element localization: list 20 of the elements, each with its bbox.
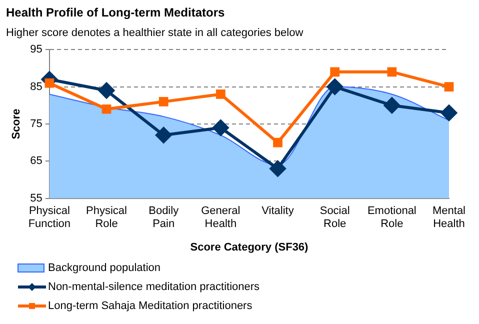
legend-label: Background population [48, 262, 161, 274]
y-axis-title: Score [10, 108, 23, 140]
chart-title: Health Profile of Long-term Meditators [6, 6, 226, 20]
x-tick-label: Emotional Role [367, 205, 416, 230]
legend-label: Long-term Sahaja Meditation practitioners [48, 300, 253, 312]
x-tick-label: Vitality [262, 205, 294, 218]
x-axis-title: Score Category (SF36) [190, 241, 309, 254]
y-tick-label: 55 [30, 192, 42, 204]
y-tick-label: 95 [30, 44, 42, 56]
x-tick-label: Bodily Pain [148, 205, 180, 230]
y-tick-label: 75 [30, 118, 42, 130]
y-tick-label: 65 [30, 155, 42, 168]
x-tick-label: Mental Health [432, 205, 466, 230]
legend-label: Non-mental-silence meditation practitioners [48, 281, 260, 294]
chart-subtitle: Higher score denotes a healthier state in all categories below [6, 27, 304, 40]
y-tick-label: 85 [30, 80, 42, 93]
x-tick-label: Physical Role [86, 205, 127, 230]
x-tick-label: Physical Function [28, 205, 71, 230]
x-tick-label: General Health [201, 205, 240, 230]
x-tick-label: Social Role [320, 205, 350, 230]
